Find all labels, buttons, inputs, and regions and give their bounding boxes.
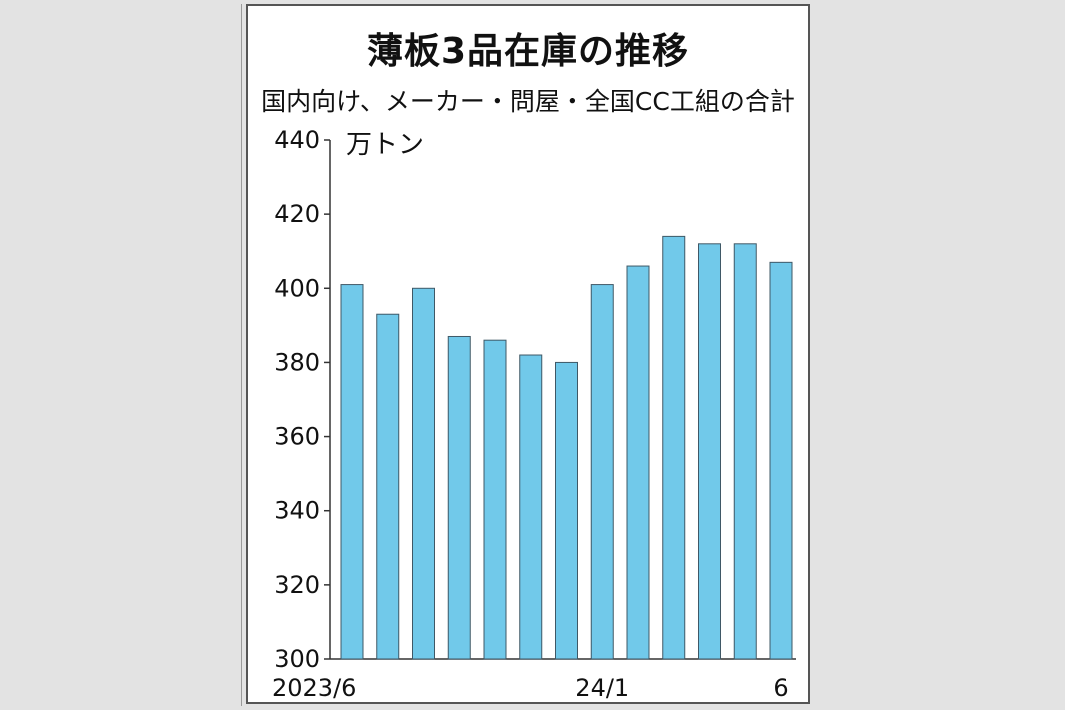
bar [555,361,578,660]
y-tick-label: 400 [274,274,320,302]
x-tick-label: 6 [773,674,788,702]
bar [376,313,400,660]
bar [733,243,757,660]
bar [769,261,793,660]
x-tick-label: 2023/6 [272,674,356,702]
page-edge-line [241,4,242,706]
bar [698,243,721,660]
chart-figure: 薄板3品在庫の推移 国内向け、メーカー・問屋・全国CC工組の合計 300 320 3… [246,4,810,704]
y-tick-label: 340 [274,497,320,525]
bar [447,335,471,660]
y-tick-label: 320 [274,571,320,599]
y-tick-label: 380 [274,348,320,376]
bar [662,235,686,660]
y-tick-label: 440 [274,126,320,154]
bar [483,339,507,660]
chart-title: 薄板3品在庫の推移 [366,31,690,72]
bar [412,287,435,660]
y-unit-label: 万トン [346,130,424,160]
bar-chart: 300 320 340 360 380 400 420 440 万トン 2023/6 24/1 6 [272,126,796,702]
chart-subtitle: 国内向け、メーカー・問屋・全国CC工組の合計 [261,87,795,116]
bar [590,284,614,660]
y-tick-label: 360 [274,423,320,451]
bar [626,265,650,660]
bar [519,354,543,660]
y-tick-label: 420 [274,200,320,228]
y-tick-label: 300 [274,645,320,673]
bar [340,284,364,660]
x-tick-label: 24/1 [575,674,629,702]
